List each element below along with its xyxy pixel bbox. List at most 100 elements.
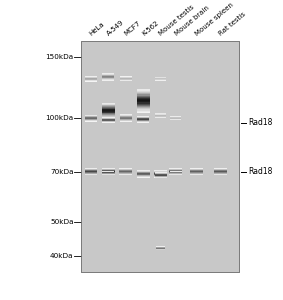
Bar (102, 117, 115, 118)
Text: Rat testis: Rat testis (218, 11, 247, 37)
Bar (137, 121, 149, 122)
Bar (155, 174, 167, 175)
Bar (85, 79, 97, 80)
Bar (85, 172, 97, 173)
Bar (85, 78, 97, 79)
Bar (102, 106, 115, 107)
Bar (102, 170, 115, 171)
Bar (85, 79, 97, 80)
Bar (119, 173, 132, 174)
Bar (137, 117, 149, 118)
Bar (155, 80, 166, 81)
Bar (156, 246, 165, 247)
Bar (155, 115, 166, 116)
Text: K-562: K-562 (141, 20, 160, 37)
Bar (102, 173, 115, 174)
Bar (170, 118, 181, 119)
Bar (102, 77, 114, 78)
Bar (156, 249, 165, 250)
Bar (214, 169, 226, 170)
Bar (85, 77, 97, 78)
Bar (120, 117, 132, 118)
Bar (170, 116, 181, 117)
Bar (102, 121, 115, 122)
Bar (120, 119, 132, 120)
Bar (137, 119, 149, 120)
Bar (155, 79, 166, 80)
Bar (120, 81, 132, 82)
Bar (190, 174, 203, 175)
Bar (154, 175, 167, 176)
Bar (102, 171, 115, 172)
Bar (170, 173, 182, 174)
Bar (190, 169, 203, 170)
Text: MCF7: MCF7 (123, 20, 142, 37)
Bar (214, 170, 226, 171)
Bar (85, 174, 97, 175)
Text: Mouse testis: Mouse testis (158, 4, 196, 37)
Bar (102, 75, 114, 76)
Bar (155, 114, 166, 115)
Bar (119, 169, 132, 170)
Bar (85, 116, 97, 117)
Bar (155, 78, 166, 79)
Bar (85, 80, 97, 81)
Bar (120, 79, 132, 80)
Bar (137, 93, 150, 94)
Bar (137, 104, 150, 106)
Bar (170, 116, 181, 117)
Bar (120, 76, 132, 77)
Bar (102, 171, 114, 172)
Bar (102, 173, 114, 174)
Bar (137, 120, 149, 121)
Bar (137, 171, 150, 172)
Bar (154, 174, 167, 175)
Bar (170, 173, 182, 174)
Bar (170, 172, 182, 173)
Bar (155, 78, 166, 79)
Bar (137, 118, 149, 119)
Bar (120, 120, 132, 121)
Bar (169, 170, 182, 171)
Bar (85, 115, 97, 116)
Bar (170, 171, 182, 172)
Bar (214, 173, 226, 174)
Bar (137, 170, 150, 171)
Bar (169, 174, 182, 175)
Bar (119, 172, 132, 173)
Bar (137, 121, 149, 122)
Bar (102, 114, 115, 115)
Bar (155, 77, 166, 78)
Bar (155, 173, 167, 174)
Bar (102, 174, 115, 175)
Bar (85, 119, 97, 120)
Bar (102, 113, 115, 114)
Bar (155, 80, 166, 81)
Text: 70kDa: 70kDa (50, 169, 74, 175)
Bar (155, 115, 166, 116)
Bar (137, 116, 149, 117)
Bar (102, 106, 115, 108)
Bar (137, 102, 150, 104)
Bar (137, 92, 150, 93)
Bar (85, 168, 97, 169)
Bar (102, 76, 114, 77)
Bar (85, 120, 97, 121)
Bar (102, 77, 114, 78)
Bar (190, 168, 203, 169)
Bar (137, 118, 149, 119)
Bar (155, 79, 166, 80)
Text: 40kDa: 40kDa (50, 253, 74, 259)
Bar (102, 118, 115, 119)
Bar (102, 169, 115, 170)
Bar (85, 117, 97, 118)
Bar (119, 174, 132, 175)
Bar (137, 117, 149, 118)
Bar (120, 79, 132, 80)
Bar (137, 172, 150, 173)
Bar (119, 168, 132, 169)
Bar (137, 89, 150, 91)
Bar (155, 172, 167, 173)
Bar (154, 171, 167, 172)
Bar (169, 169, 182, 170)
